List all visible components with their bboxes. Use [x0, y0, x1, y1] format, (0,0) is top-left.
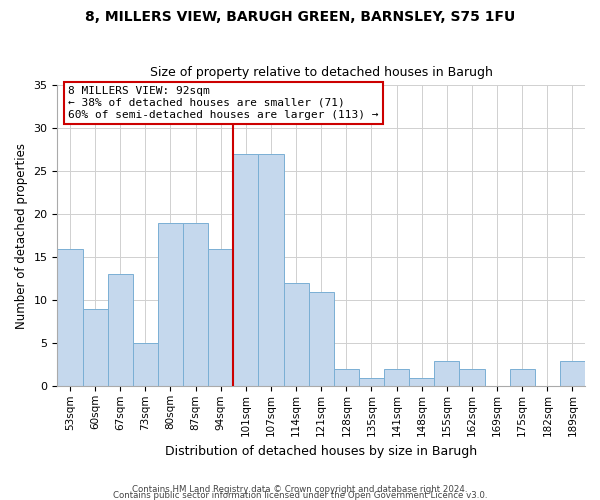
- Bar: [359, 378, 384, 386]
- Bar: [308, 292, 334, 386]
- Bar: [183, 222, 208, 386]
- Y-axis label: Number of detached properties: Number of detached properties: [15, 142, 28, 328]
- Bar: [133, 344, 158, 386]
- Text: 8, MILLERS VIEW, BARUGH GREEN, BARNSLEY, S75 1FU: 8, MILLERS VIEW, BARUGH GREEN, BARNSLEY,…: [85, 10, 515, 24]
- Text: Contains public sector information licensed under the Open Government Licence v3: Contains public sector information licen…: [113, 491, 487, 500]
- Bar: [384, 369, 409, 386]
- Bar: [158, 222, 183, 386]
- Text: 8 MILLERS VIEW: 92sqm
← 38% of detached houses are smaller (71)
60% of semi-deta: 8 MILLERS VIEW: 92sqm ← 38% of detached …: [68, 86, 379, 120]
- Bar: [83, 309, 107, 386]
- Title: Size of property relative to detached houses in Barugh: Size of property relative to detached ho…: [150, 66, 493, 80]
- Bar: [259, 154, 284, 386]
- Bar: [284, 283, 308, 387]
- Bar: [334, 369, 359, 386]
- Bar: [460, 369, 485, 386]
- Bar: [509, 369, 535, 386]
- X-axis label: Distribution of detached houses by size in Barugh: Distribution of detached houses by size …: [165, 444, 477, 458]
- Bar: [233, 154, 259, 386]
- Bar: [409, 378, 434, 386]
- Bar: [107, 274, 133, 386]
- Bar: [560, 360, 585, 386]
- Bar: [434, 360, 460, 386]
- Bar: [58, 248, 83, 386]
- Bar: [208, 248, 233, 386]
- Text: Contains HM Land Registry data © Crown copyright and database right 2024.: Contains HM Land Registry data © Crown c…: [132, 485, 468, 494]
